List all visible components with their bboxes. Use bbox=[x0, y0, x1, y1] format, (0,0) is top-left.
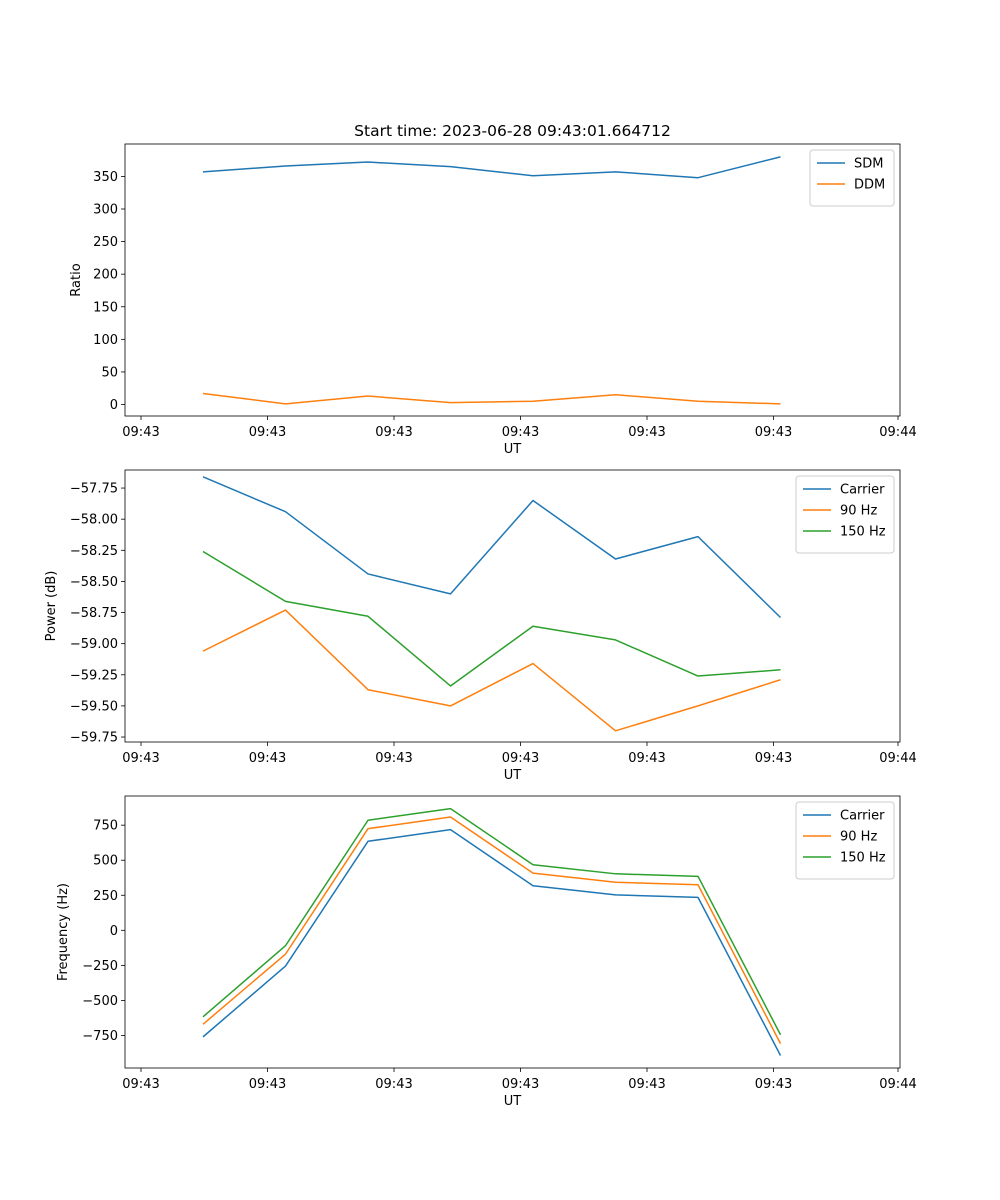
chart-title: Start time: 2023-06-28 09:43:01.664712 bbox=[354, 122, 671, 140]
x-tick-label: 09:44 bbox=[879, 1077, 916, 1092]
legend: Carrier 90 Hz 150 Hz bbox=[795, 801, 895, 880]
x-tick-label: 09:43 bbox=[628, 425, 665, 440]
y-tick-label: 300 bbox=[93, 202, 118, 217]
x-tick-label: 09:43 bbox=[122, 1077, 159, 1092]
y-tick-label: 250 bbox=[93, 889, 118, 904]
y-tick-label: 350 bbox=[93, 170, 118, 185]
series-line-150-hz bbox=[202, 807, 782, 1036]
series-line-150-hz bbox=[202, 550, 781, 687]
y-tick-label: −59.50 bbox=[70, 699, 118, 714]
y-tick-label: 750 bbox=[93, 819, 118, 834]
legend-label: 150 Hz bbox=[840, 525, 886, 540]
x-tick-label: 09:43 bbox=[502, 425, 539, 440]
y-tick-label: −59.75 bbox=[70, 731, 118, 746]
x-tick-label: 09:43 bbox=[249, 751, 286, 766]
y-axis-label: Ratio bbox=[69, 263, 84, 296]
legend-label: DDM bbox=[854, 178, 885, 193]
x-tick-label: 09:43 bbox=[755, 1077, 792, 1092]
series-line-carrier bbox=[202, 476, 782, 619]
series-line-carrier bbox=[202, 828, 782, 1056]
y-axis-label: Frequency (Hz) bbox=[56, 883, 71, 981]
legend-label: 90 Hz bbox=[840, 830, 877, 845]
x-axis-label: UT bbox=[504, 1094, 522, 1109]
subplot-2: 09:43 09:43 09:43 09:43 09:43 09:43 09:44 −57.7… bbox=[44, 469, 917, 783]
y-tick-label: −500 bbox=[82, 994, 118, 1009]
subplots: 09:43 09:43 09:43 09:43 09:43 09:43 09:44 0 50 10… bbox=[44, 143, 917, 1109]
x-axis-label: UT bbox=[504, 442, 522, 457]
x-tick-label: 09:43 bbox=[122, 425, 159, 440]
x-tick-label: 09:43 bbox=[375, 425, 412, 440]
y-tick-label: 150 bbox=[93, 300, 118, 315]
subplot-3: 09:43 09:43 09:43 09:43 09:43 09:43 09:44 −750 −… bbox=[56, 795, 917, 1109]
series-line-sdm bbox=[202, 156, 781, 179]
y-tick-label: 0 bbox=[110, 398, 118, 413]
axes-frame bbox=[124, 795, 901, 1069]
y-tick-label: 500 bbox=[93, 854, 118, 869]
y-tick-label: 200 bbox=[93, 268, 118, 283]
legend-label: Carrier bbox=[840, 809, 885, 824]
x-tick-label: 09:43 bbox=[375, 751, 412, 766]
x-tick-label: 09:43 bbox=[375, 1077, 412, 1092]
x-tick-label: 09:43 bbox=[502, 1077, 539, 1092]
y-tick-label: 0 bbox=[110, 924, 118, 939]
x-tick-label: 09:43 bbox=[502, 751, 539, 766]
y-tick-label: −750 bbox=[82, 1029, 118, 1044]
axes-frame bbox=[124, 143, 901, 417]
legend-label: 90 Hz bbox=[840, 504, 877, 519]
y-tick-label: −59.00 bbox=[70, 637, 118, 652]
legend: SDM DDM bbox=[809, 149, 895, 207]
y-tick-label: 50 bbox=[101, 365, 118, 380]
subplot-1: 09:43 09:43 09:43 09:43 09:43 09:43 09:44 0 50 10… bbox=[69, 143, 917, 457]
x-tick-label: 09:43 bbox=[249, 425, 286, 440]
y-tick-label: 250 bbox=[93, 235, 118, 250]
x-tick-label: 09:43 bbox=[755, 751, 792, 766]
y-tick-label: −250 bbox=[82, 959, 118, 974]
legend-box bbox=[809, 149, 895, 207]
legend-label: 150 Hz bbox=[840, 851, 886, 866]
y-tick-label: −58.50 bbox=[70, 575, 118, 590]
x-tick-label: 09:44 bbox=[879, 751, 916, 766]
x-axis-label: UT bbox=[504, 768, 522, 783]
x-tick-label: 09:44 bbox=[879, 425, 916, 440]
y-tick-label: −58.25 bbox=[70, 544, 118, 559]
y-tick-label: −58.75 bbox=[70, 606, 118, 621]
series-line-ddm bbox=[202, 392, 781, 405]
y-tick-label: −58.00 bbox=[70, 513, 118, 528]
x-tick-label: 09:43 bbox=[755, 425, 792, 440]
series-line-90-hz bbox=[202, 816, 782, 1044]
axes-frame bbox=[124, 469, 901, 743]
y-tick-label: 100 bbox=[93, 333, 118, 348]
legend-label: SDM bbox=[854, 157, 883, 172]
legend: Carrier 90 Hz 150 Hz bbox=[795, 475, 895, 554]
y-axis-label: Power (dB) bbox=[44, 571, 59, 642]
legend-box bbox=[795, 801, 895, 880]
x-tick-label: 09:43 bbox=[122, 751, 159, 766]
series-line-90-hz bbox=[202, 609, 781, 732]
x-tick-label: 09:43 bbox=[249, 1077, 286, 1092]
y-tick-label: −59.25 bbox=[70, 668, 118, 683]
x-tick-label: 09:43 bbox=[628, 751, 665, 766]
legend-label: Carrier bbox=[840, 483, 885, 498]
legend-box bbox=[795, 475, 895, 554]
y-tick-label: −57.75 bbox=[70, 482, 118, 497]
x-tick-label: 09:43 bbox=[628, 1077, 665, 1092]
